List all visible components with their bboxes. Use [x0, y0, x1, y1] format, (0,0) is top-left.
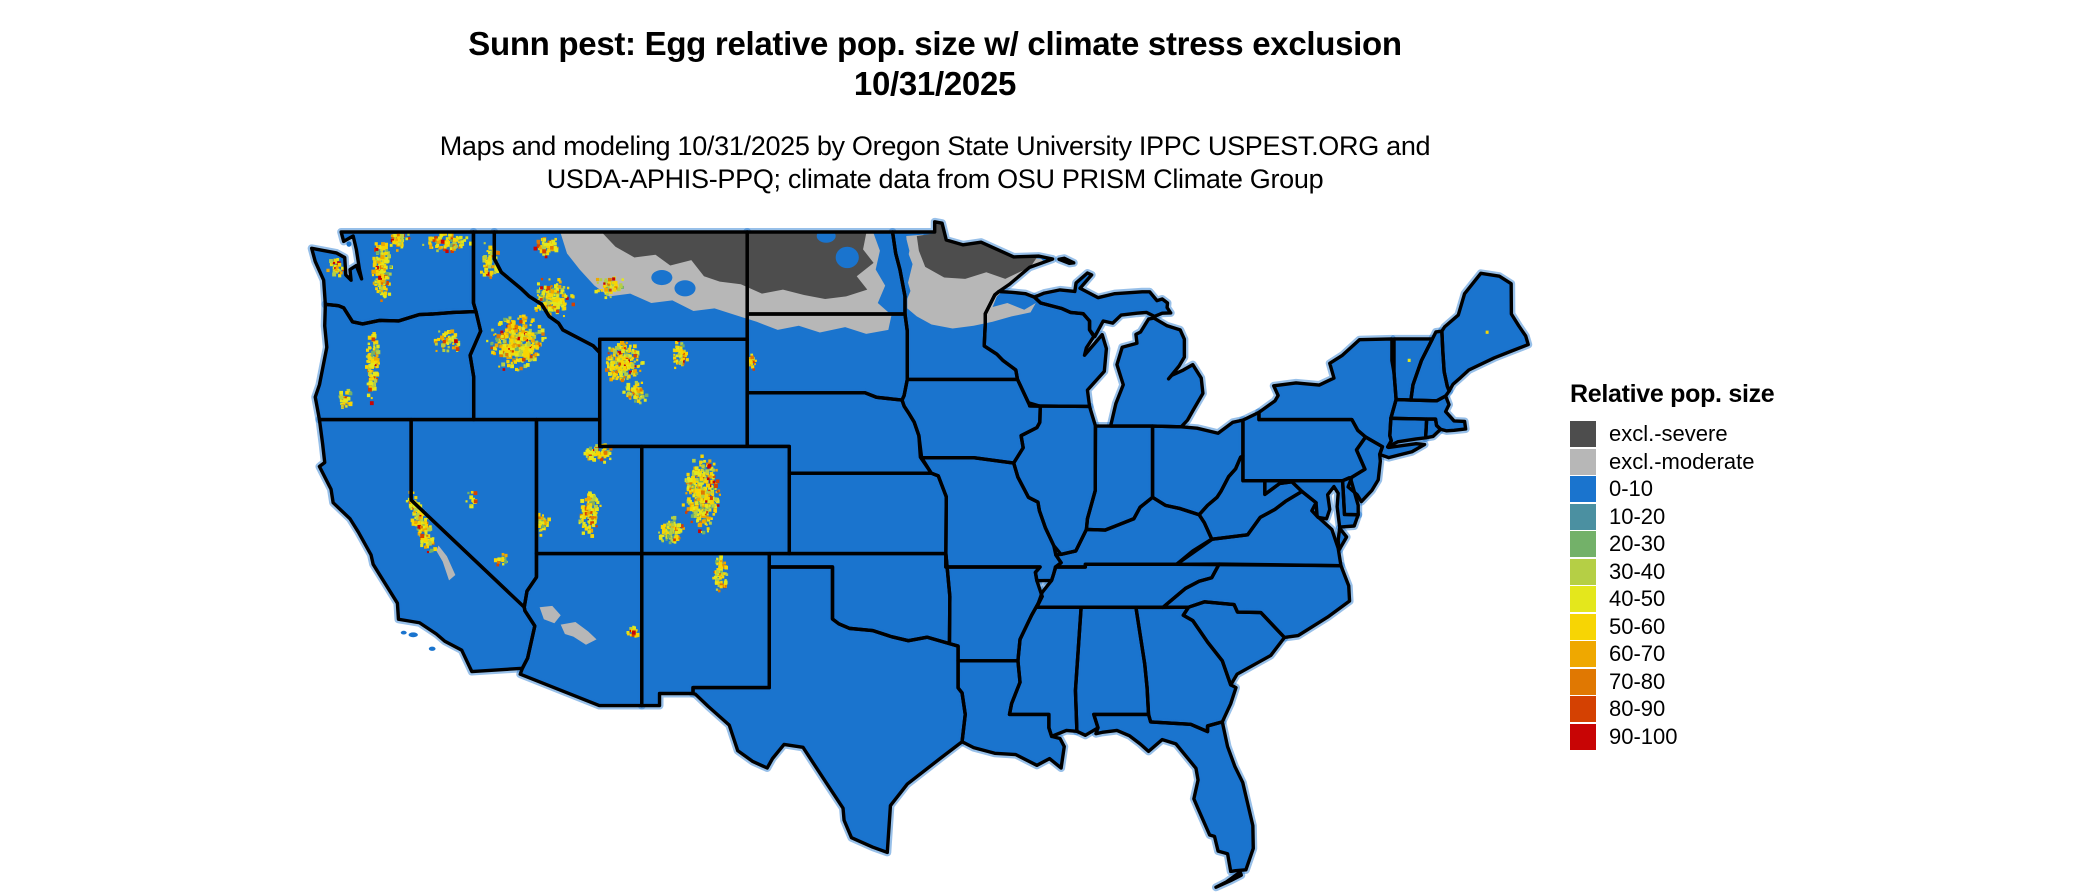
legend-item: 20-30 — [1570, 531, 1774, 557]
state-border — [1094, 714, 1253, 871]
state-shape — [1094, 714, 1253, 871]
map-subtitle: Maps and modeling 10/31/2025 by Oregon S… — [335, 130, 1535, 196]
state-border — [1034, 273, 1170, 337]
legend-label: excl.-moderate — [1609, 448, 1755, 474]
state-border — [1338, 528, 1346, 550]
legend-item: 80-90 — [1570, 696, 1774, 722]
state-border — [1111, 318, 1203, 427]
legend-title: Relative pop. size — [1570, 380, 1775, 408]
legend-swatch — [1570, 421, 1596, 447]
state-border — [1216, 872, 1241, 887]
state-border — [1183, 602, 1284, 685]
legend-label: excl.-severe — [1609, 421, 1728, 446]
legend-swatch — [1570, 558, 1596, 585]
exclusion-region — [436, 545, 456, 581]
state-shape — [1111, 318, 1203, 427]
legend-swatch — [1570, 531, 1596, 557]
legend-item: 90-100 — [1570, 723, 1774, 750]
state-shape — [789, 473, 946, 553]
legend-item: 60-70 — [1570, 641, 1774, 667]
legend-rows: excl.-severe excl.-moderate 0-10 10-20 20-30… — [1570, 421, 1774, 750]
map-population-speckles — [326, 231, 1489, 638]
map-title-date: 10/31/2025 — [853, 65, 1017, 102]
legend-label: 10-20 — [1609, 503, 1666, 529]
legend-swatch — [1570, 696, 1596, 722]
state-shape — [1442, 273, 1528, 391]
legend-item: excl.-severe — [1570, 421, 1774, 447]
legend-label: 30-40 — [1609, 558, 1666, 584]
legend-item: 40-50 — [1570, 586, 1774, 612]
state-border — [1265, 481, 1358, 527]
legend-item: 10-20 — [1570, 503, 1774, 530]
map-projection-group — [312, 222, 1529, 887]
legend-label: 80-90 — [1609, 696, 1666, 721]
excluded-pocket — [651, 270, 673, 286]
legend-item: 0-10 — [1570, 476, 1774, 502]
map-title-line1: Sunn pest: Egg relative pop. size w/ cli… — [468, 25, 1402, 62]
legend-label: 70-80 — [1609, 668, 1666, 694]
legend-swatch — [1570, 586, 1596, 612]
exclusion-region — [602, 233, 874, 299]
legend-label: 60-70 — [1609, 641, 1666, 666]
legend-item: 30-40 — [1570, 558, 1774, 585]
legend-label: 90-100 — [1609, 723, 1678, 749]
map-title: Sunn pest: Egg relative pop. size w/ cli… — [335, 24, 1535, 104]
legend-label: 0-10 — [1609, 476, 1654, 501]
exclusion-region — [916, 223, 1037, 279]
offshore-islands — [346, 241, 436, 651]
map-subtitle-line2: USDA-APHIS-PPQ; climate data from OSU PR… — [546, 164, 1324, 194]
legend-item: 50-60 — [1570, 613, 1774, 640]
legend-label: 50-60 — [1609, 613, 1666, 639]
legend-item: excl.-moderate — [1570, 448, 1774, 475]
legend-swatch — [1570, 476, 1596, 502]
legend: Relative pop. size excl.-severe excl.-mod… — [1570, 380, 1775, 751]
legend-label: 20-30 — [1609, 531, 1666, 556]
exclusion-region — [560, 621, 597, 645]
legend-swatch — [1570, 723, 1596, 750]
legend-item: 70-80 — [1570, 668, 1774, 695]
legend-swatch — [1570, 641, 1596, 667]
excluded-pocket — [674, 280, 696, 297]
excluded-pocket — [835, 246, 859, 269]
legend-swatch — [1570, 613, 1596, 640]
state-border — [693, 567, 965, 852]
state-shape — [642, 554, 769, 706]
legend-swatch — [1570, 503, 1596, 530]
legend-swatch — [1570, 668, 1596, 695]
map-subtitle-line1: Maps and modeling 10/31/2025 by Oregon S… — [439, 131, 1431, 161]
legend-label: 40-50 — [1609, 586, 1666, 611]
map-overlays — [326, 223, 1489, 645]
legend-swatch — [1570, 448, 1596, 475]
state-border — [1442, 273, 1528, 391]
map-state-borders — [312, 222, 1529, 887]
state-border — [1059, 258, 1074, 263]
exclusion-region — [539, 605, 561, 624]
